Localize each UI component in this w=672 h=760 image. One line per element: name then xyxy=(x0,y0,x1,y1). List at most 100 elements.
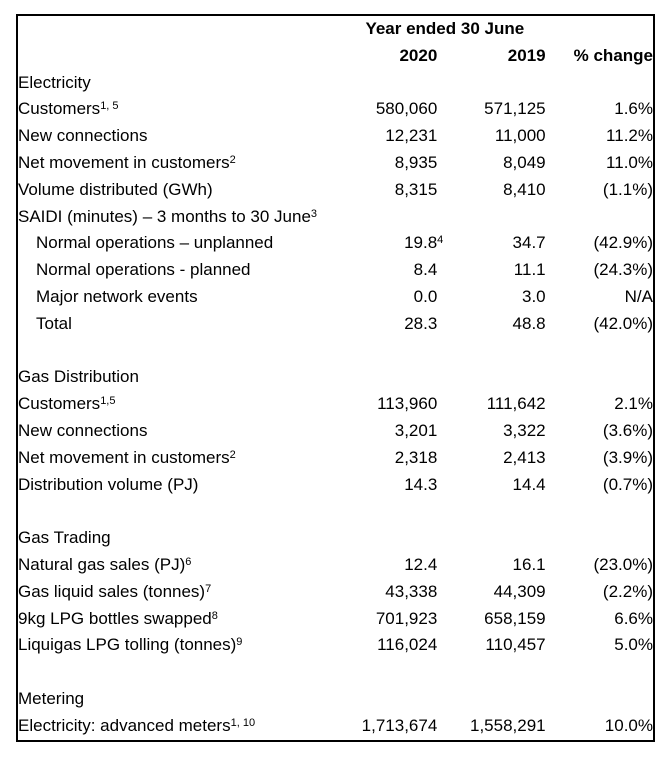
value-2020-text: 19.8 xyxy=(404,233,438,253)
value-change: (42.0%) xyxy=(593,313,653,333)
section-title-row: Gas Distribution xyxy=(17,364,654,391)
row-label-text: Liquigas LPG tolling (tonnes) xyxy=(18,635,237,655)
value-2020: 580,060 xyxy=(344,96,437,123)
spacer-row xyxy=(17,659,654,686)
value-change: (1.1%) xyxy=(602,179,653,199)
value-change: 11.0% xyxy=(606,152,653,172)
value-2019: 44,309 xyxy=(493,581,546,601)
value-2019: 8,410 xyxy=(503,179,546,199)
value-change: N/A xyxy=(624,286,653,306)
row-label: Net movement in customers2 xyxy=(17,150,344,177)
table-row: Liquigas LPG tolling (tonnes)9 116,024 110… xyxy=(17,632,654,659)
value-change: 1.6% xyxy=(614,99,653,119)
section-title: Electricity xyxy=(18,72,91,92)
row-label-text: New connections xyxy=(18,420,148,440)
value-change: (0.7%) xyxy=(602,474,653,494)
spacer-row xyxy=(17,338,654,365)
value-2020: 0.0 xyxy=(344,284,438,311)
value-2020-text: 701,923 xyxy=(375,608,438,628)
value-2020-text: 3,201 xyxy=(394,420,438,440)
value-change: (23.0%) xyxy=(593,554,653,574)
table-row: Major network events 0.0 3.0 N/A xyxy=(17,284,654,311)
value-2019: 3.0 xyxy=(521,286,546,306)
value-2020: 113,960 xyxy=(344,391,437,418)
row-label-text: Normal operations - planned xyxy=(36,260,251,280)
row-label-text: Major network events xyxy=(36,286,198,306)
footnote-ref: 3 xyxy=(310,207,318,220)
value-2019: 11.1 xyxy=(513,260,546,280)
value-2019: 34.7 xyxy=(512,233,546,253)
row-label-text: Distribution volume (PJ) xyxy=(18,474,199,494)
value-change: (42.9%) xyxy=(593,233,653,253)
value-2020: 8.4 xyxy=(344,257,438,284)
section-title: Metering xyxy=(18,688,85,708)
value-2019: 2,413 xyxy=(503,447,546,467)
value-change xyxy=(546,204,654,231)
value-2020: 3,201 xyxy=(344,418,438,445)
row-label: Customers1, 5 xyxy=(17,96,344,123)
value-2020-text: 113,960 xyxy=(377,394,438,414)
footnote-ref: 1, 5 xyxy=(100,100,119,113)
footnote-ref: 4 xyxy=(437,234,444,247)
value-2020-text: 28.3 xyxy=(404,313,438,333)
value-2019: 110,457 xyxy=(485,635,546,655)
value-change: (24.3%) xyxy=(593,260,653,280)
row-label-text: Gas liquid sales (tonnes) xyxy=(18,581,206,601)
header-col-2020: 2020 xyxy=(399,45,438,65)
value-2020: 2,318 xyxy=(344,445,438,472)
row-label: Natural gas sales (PJ)6 xyxy=(17,552,344,579)
row-label-text: 9kg LPG bottles swapped xyxy=(18,608,212,628)
value-2020-text: 116,024 xyxy=(377,635,438,655)
table-row: Natural gas sales (PJ)6 12.4 16.1 (23.0%) xyxy=(17,552,654,579)
row-label: Normal operations - planned xyxy=(17,257,344,284)
value-change: 6.6% xyxy=(614,608,653,628)
value-2019: 14.4 xyxy=(512,474,546,494)
footnote-ref: 7 xyxy=(205,582,212,595)
header-col-2019: 2019 xyxy=(507,45,546,65)
table-row: Normal operations – unplanned 19.84 34.7 (4… xyxy=(17,230,654,257)
row-label: New connections xyxy=(17,418,344,445)
row-label: Volume distributed (GWh) xyxy=(17,177,344,204)
header-col-change: % change xyxy=(573,45,653,65)
value-change: (3.6%) xyxy=(602,420,653,440)
value-2020-text: 43,338 xyxy=(385,581,438,601)
table-row: Distribution volume (PJ) 14.3 14.4 (0.7%) xyxy=(17,472,654,499)
value-2019: 16.1 xyxy=(512,554,546,574)
row-label: 9kg LPG bottles swapped8 xyxy=(17,606,344,633)
value-change: 2.1% xyxy=(614,394,653,414)
value-2019: 3,322 xyxy=(503,420,546,440)
row-label-text: New connections xyxy=(18,126,148,146)
table-row: Customers1, 5 580,060 571,125 1.6% xyxy=(17,96,654,123)
value-2020-text: 0.0 xyxy=(413,286,438,306)
table-row: Gas liquid sales (tonnes)7 43,338 44,309 (2… xyxy=(17,579,654,606)
value-2019 xyxy=(437,204,545,231)
value-2020: 14.3 xyxy=(344,472,437,499)
value-2020: 28.3 xyxy=(344,311,437,338)
row-label: Distribution volume (PJ) xyxy=(17,472,344,499)
value-2019: 658,159 xyxy=(484,608,546,628)
row-label-text: Natural gas sales (PJ) xyxy=(18,554,186,574)
row-label: Net movement in customers2 xyxy=(17,445,344,472)
value-change: 11.2% xyxy=(606,126,653,146)
section-title-row: Metering xyxy=(17,686,654,713)
value-2020-text: 2,318 xyxy=(394,447,438,467)
value-2019: 571,125 xyxy=(484,99,546,119)
footnote-ref: 6 xyxy=(185,555,192,568)
row-label-text: Net movement in customers xyxy=(18,152,230,172)
value-2019: 48.8 xyxy=(512,313,546,333)
value-2020: 43,338 xyxy=(344,579,437,606)
footnote-ref: 8 xyxy=(211,609,218,622)
table-row: Electricity: advanced meters1, 10 1,713,6… xyxy=(17,713,654,741)
value-2019: 11,000 xyxy=(494,126,546,146)
row-label: Electricity: advanced meters1, 10 xyxy=(17,713,344,741)
row-label: Total xyxy=(17,311,344,338)
table-row: 9kg LPG bottles swapped8 701,923 658,159 6.… xyxy=(17,606,654,633)
section-title: Gas Distribution xyxy=(18,367,139,387)
value-2020: 701,923 xyxy=(344,606,437,633)
spacer-cell xyxy=(17,498,654,525)
value-2020-text: 12,231 xyxy=(385,126,438,146)
row-label-text: Net movement in customers xyxy=(18,447,230,467)
value-2020 xyxy=(344,204,437,231)
row-label: Customers1,5 xyxy=(17,391,344,418)
row-label-text: Total xyxy=(36,313,72,333)
